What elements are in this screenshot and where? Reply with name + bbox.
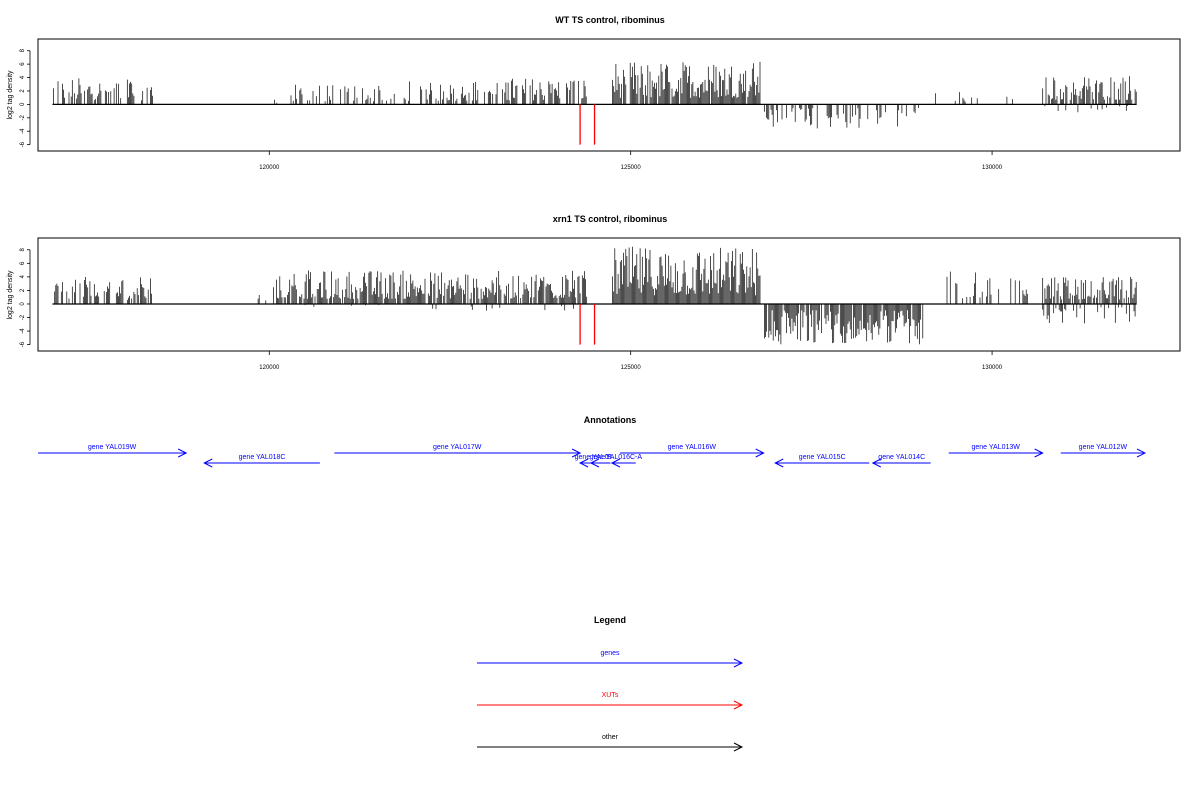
legend-item: XUTs [477,692,744,710]
gene-arrow: gene YAL014C [871,454,931,468]
y-axis-label: log2 tag density [7,70,14,120]
legend-label: XUTs [602,692,619,699]
y-tick-label: -4 [20,328,26,334]
arrow-head [1034,448,1044,458]
legend-item: genes [477,650,744,668]
y-tick-label: 8 [20,247,26,251]
gene-label: gene YAL016W [668,444,717,451]
plot-frame [37,237,1181,352]
gene-arrow: gene YAL016W [619,444,765,458]
gene-label: gene YAL014C [878,454,925,461]
x-axis: 120000 125000 130000 [259,351,1003,371]
gene-label: gene YAL019W [88,444,137,451]
arrow-head [610,458,621,468]
arrow-head [871,458,882,468]
y-axis-label: log2 tag density [7,270,14,320]
gene-arrow: gene B [589,454,613,468]
y-tick-label: -2 [20,314,26,320]
gene-arrows: gene YAL019W gene YAL018C gene YAL017W gene… [38,444,1147,468]
x-axis: 120000 125000 130000 [259,151,1003,171]
gene-label: gene YAL018C [239,454,286,461]
y-tick-label: -6 [20,341,26,347]
panel-title: xrn1 TS control, ribominus [553,214,668,224]
y-tick-label: 6 [20,62,26,66]
y-tick-label: -6 [20,141,26,147]
legend: Legend genes XUTs other [477,615,744,752]
arrow-head [578,458,589,468]
y-tick-label: -4 [20,128,26,134]
xut-bars [579,104,596,145]
y-tick-label: -2 [20,114,26,120]
gene-arrow: gene YAL019W [38,444,188,458]
gene-arrow: YAL016C-A [606,454,643,468]
legend-label: other [602,734,619,741]
arrow-head [733,742,744,752]
arrow-head [1136,448,1147,458]
track-panel-wt: WT TS control, ribominus log2 tag densit… [7,15,1181,171]
y-tick-label: 0 [20,302,26,306]
x-tick-label: 120000 [259,365,280,371]
arrow-head [177,448,188,458]
arrow-head [589,458,600,468]
legend-item: other [477,734,744,752]
y-tick-label: 2 [20,288,26,292]
arrow-head [203,458,213,468]
gene-arrow: gene YAL015C [774,454,870,468]
gene-label: gene YAL013W [971,444,1020,451]
xut-bars [579,303,596,345]
track-panel-xrn1: xrn1 TS control, ribominus log2 tag dens… [7,214,1181,371]
x-tick-label: 120000 [259,165,280,171]
x-tick-label: 125000 [621,165,642,171]
y-axis: 8 6 4 2 0 -2 -4 -6 [20,48,31,147]
arrow-head [755,448,765,458]
legend-label: genes [600,650,620,657]
arrow-head [733,658,744,668]
x-tick-label: 130000 [982,165,1003,171]
x-tick-label: 130000 [982,365,1003,371]
y-tick-label: 8 [20,48,26,52]
annotations-title: Annotations [584,415,637,425]
plot-frame [37,38,1181,152]
y-tick-label: 4 [20,275,26,279]
gene-arrow: gene YAL012W [1060,444,1147,458]
gene-label: gene YAL017W [433,444,482,451]
y-tick-label: 6 [20,261,26,265]
arrow-head [571,448,582,458]
arrow-head [733,700,744,710]
gene-arrow: gene YAL017W [334,444,582,458]
legend-items: genes XUTs other [477,650,744,752]
arrow-head [774,458,784,468]
panel-title: WT TS control, ribominus [555,15,665,25]
gene-label: gene YAL012W [1079,444,1128,451]
y-tick-label: 2 [20,89,26,93]
gene-label: gene B [590,454,613,461]
gene-label: gene YAL015C [799,454,846,461]
signal-bars [53,61,1137,129]
y-tick-label: 0 [20,102,26,106]
legend-title: Legend [594,615,626,625]
x-tick-label: 125000 [621,365,642,371]
gene-label: gene YAL0 [575,454,609,461]
y-axis: 8 6 4 2 0 -2 -4 -6 [20,247,31,347]
signal-bars [54,246,1137,345]
gene-arrow: gene YAL013W [948,444,1044,458]
gene-arrow: gene YAL018C [203,454,320,468]
gene-label: YAL016C-A [606,454,643,461]
y-tick-label: 4 [20,75,26,79]
